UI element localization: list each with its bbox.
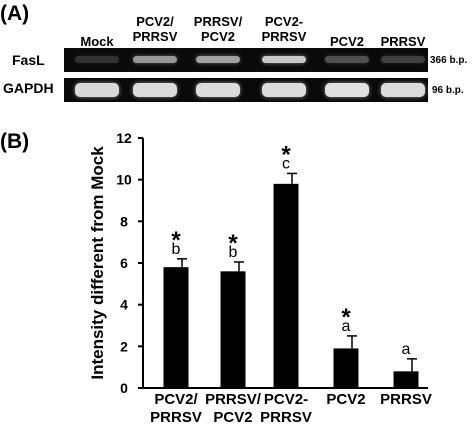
x-tick-label: PRRSV — [150, 409, 202, 426]
lane-header-line: PRRSV/ — [193, 14, 243, 29]
lane-header-line: PCV2/ — [136, 14, 174, 29]
x-tick-label: PRRSV — [380, 391, 432, 408]
lane-header-line: PRRSV — [380, 34, 426, 49]
lane-header-line: PRRSV — [261, 29, 307, 44]
significance-star: * — [341, 304, 351, 331]
significance-letter: b — [172, 241, 181, 258]
y-tick-label: 10 — [116, 172, 132, 188]
gel-band — [262, 56, 306, 63]
fasl-size-label: 366 b.p. — [430, 55, 468, 66]
panel-b-label: (B) — [0, 130, 30, 153]
x-tick-label: PRRSV/ — [205, 391, 262, 408]
gel-band — [262, 83, 306, 97]
lane-header: PCV2 — [307, 34, 387, 49]
gapdh-label: GAPDH — [3, 80, 54, 96]
gapdh-gel — [64, 78, 428, 102]
gel-band — [133, 83, 177, 97]
lane-header: Mock — [57, 34, 137, 49]
lane-header-line: PCV2 — [201, 29, 235, 44]
lane-header: PCV2- PRRSV — [244, 14, 324, 44]
x-tick-label: PCV2- — [264, 391, 308, 408]
gel-band — [196, 56, 240, 63]
gel-band — [325, 56, 369, 63]
significance-letter: a — [402, 341, 411, 358]
x-tick-label: PCV2 — [213, 409, 252, 426]
x-tick-label: PCV2/ — [154, 391, 198, 408]
y-tick-label: 0 — [120, 380, 128, 396]
bar — [273, 183, 299, 388]
x-tick-label: PCV2 — [326, 391, 365, 408]
gel-band — [381, 83, 425, 97]
y-tick-label: 4 — [120, 297, 128, 313]
lane-header-line: PRRSV — [132, 29, 178, 44]
significance-letter: b — [229, 244, 238, 261]
significance-letter: a — [342, 318, 351, 335]
fasl-gel — [64, 48, 428, 72]
y-tick-label: 6 — [120, 255, 128, 271]
panel-a-label: (A) — [0, 2, 30, 25]
lane-header: PRRSV/PCV2 — [178, 14, 258, 44]
bar — [333, 348, 359, 388]
gel-band — [75, 56, 119, 63]
significance-star: * — [281, 141, 291, 168]
fasl-label: FasL — [12, 52, 45, 68]
significance-star: * — [171, 227, 181, 254]
significance-star: * — [228, 230, 238, 257]
gel-band — [133, 56, 177, 63]
gapdh-size-label: 96 b.p. — [432, 85, 464, 96]
y-tick-label: 2 — [120, 338, 128, 354]
lane-header-line: PCV2 — [330, 34, 364, 49]
y-tick-label: 8 — [120, 213, 128, 229]
y-axis-label: Intensity different from Mock — [88, 146, 107, 380]
significance-letter: c — [282, 155, 290, 172]
lane-header: PRRSV — [363, 34, 443, 49]
gel-band — [196, 83, 240, 97]
bar — [393, 371, 419, 388]
lane-header-line: PCV2- — [264, 14, 304, 29]
x-tick-label: PRRSV — [260, 409, 312, 426]
lane-header-line: Mock — [80, 34, 114, 49]
bar — [163, 267, 189, 388]
bar — [220, 271, 246, 388]
gel-band — [381, 56, 425, 63]
y-tick-label: 12 — [116, 130, 132, 146]
lane-header: PCV2/PRRSV — [115, 14, 195, 44]
gel-band — [75, 83, 119, 97]
gel-band — [325, 83, 369, 97]
